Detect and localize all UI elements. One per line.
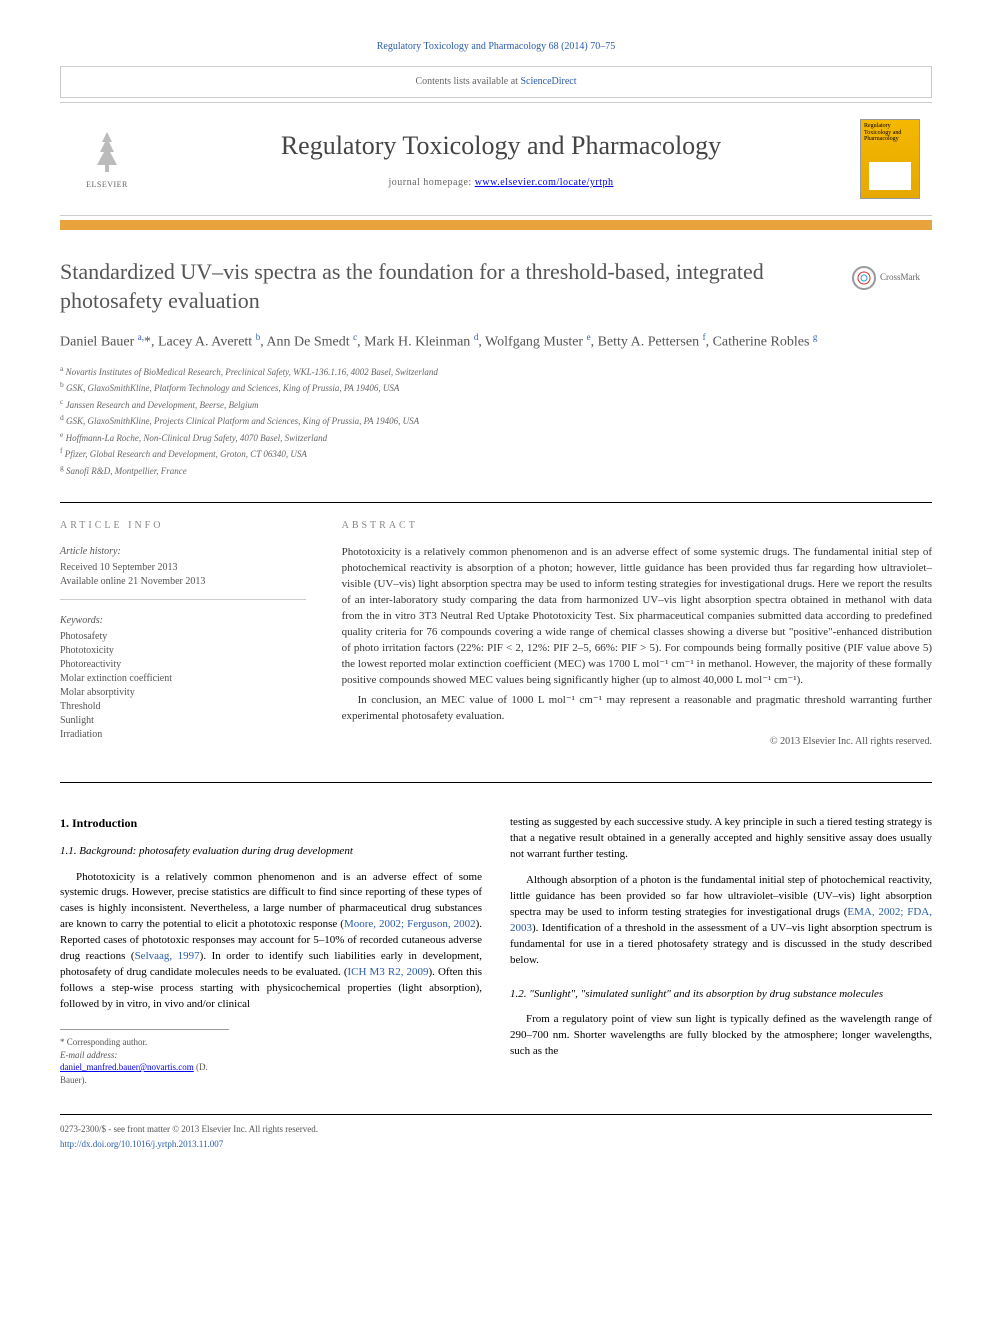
section-1-1-heading: 1.1. Background: photosafety evaluation …	[60, 844, 482, 859]
contents-banner: Contents lists available at ScienceDirec…	[60, 66, 932, 98]
affiliation: a Novartis Institutes of BioMedical Rese…	[60, 363, 932, 380]
affiliation: b GSK, GlaxoSmithKline, Platform Technol…	[60, 379, 932, 396]
doi-link[interactable]: http://dx.doi.org/10.1016/j.yrtph.2013.1…	[60, 1139, 223, 1149]
elsevier-tree-icon	[82, 127, 132, 177]
keyword: Sunlight	[60, 714, 306, 728]
crossmark-badge[interactable]: CrossMark	[852, 262, 932, 294]
keywords-block: Keywords: PhotosafetyPhototoxicityPhotor…	[60, 614, 306, 752]
article-info: ARTICLE INFO Article history: Received 1…	[60, 503, 322, 782]
body-p2: testing as suggested by each successive …	[510, 815, 932, 863]
abstract-copyright: © 2013 Elsevier Inc. All rights reserved…	[342, 735, 932, 749]
homepage-link[interactable]: www.elsevier.com/locate/yrtph	[475, 177, 614, 188]
contents-prefix: Contents lists available at	[415, 76, 520, 87]
cite-moore[interactable]: Moore, 2002; Ferguson, 2002	[344, 918, 476, 930]
keyword: Photoreactivity	[60, 658, 306, 672]
corresp-star: * Corresponding author.	[60, 1036, 229, 1049]
cite-selvaag[interactable]: Selvaag, 1997	[135, 950, 200, 962]
article-history-block: Article history: Received 10 September 2…	[60, 545, 306, 600]
cite-ich[interactable]: ICH M3 R2, 2009	[348, 966, 429, 978]
elsevier-logo: ELSEVIER	[72, 119, 142, 199]
homepage-label: journal homepage:	[388, 177, 474, 188]
corresp-email-line: E-mail address: daniel_manfred.bauer@nov…	[60, 1049, 229, 1087]
orange-divider	[60, 220, 932, 230]
section-1-heading: 1. Introduction	[60, 815, 482, 832]
history-label: Article history:	[60, 545, 306, 559]
corresp-email-link[interactable]: daniel_manfred.bauer@novartis.com	[60, 1062, 194, 1072]
keyword: Photosafety	[60, 630, 306, 644]
journal-cover-box	[869, 162, 911, 190]
keyword: Irradiation	[60, 728, 306, 742]
right-column: testing as suggested by each successive …	[510, 815, 932, 1086]
affiliation: f Pfizer, Global Research and Developmen…	[60, 445, 932, 462]
article-title: Standardized UV–vis spectra as the found…	[60, 258, 932, 315]
abstract-heading: ABSTRACT	[342, 519, 932, 533]
history-received: Received 10 September 2013	[60, 561, 306, 575]
sciencedirect-link[interactable]: ScienceDirect	[520, 76, 576, 87]
body-columns: 1. Introduction 1.1. Background: photosa…	[60, 815, 932, 1086]
header-citation: Regulatory Toxicology and Pharmacology 6…	[60, 40, 932, 54]
abstract: ABSTRACT Phototoxicity is a relatively c…	[322, 503, 932, 782]
keyword: Molar extinction coefficient	[60, 672, 306, 686]
journal-banner: ELSEVIER Regulatory Toxicology and Pharm…	[60, 102, 932, 216]
journal-title-block: Regulatory Toxicology and Pharmacology j…	[142, 128, 860, 190]
page-footer: 0273-2300/$ - see front matter © 2013 El…	[60, 1114, 932, 1150]
affiliations-list: a Novartis Institutes of BioMedical Rese…	[60, 363, 932, 479]
history-online: Available online 21 November 2013	[60, 575, 306, 589]
body-p3: Although absorption of a photon is the f…	[510, 873, 932, 969]
keyword: Phototoxicity	[60, 644, 306, 658]
journal-title: Regulatory Toxicology and Pharmacology	[142, 128, 860, 164]
abstract-text: Phototoxicity is a relatively common phe…	[342, 545, 932, 724]
left-column: 1. Introduction 1.1. Background: photosa…	[60, 815, 482, 1086]
keywords-label: Keywords:	[60, 614, 306, 628]
journal-homepage: journal homepage: www.elsevier.com/locat…	[142, 176, 860, 190]
journal-cover: Regulatory Toxicology and Pharmacology	[860, 119, 920, 199]
affiliation: g Sanofi R&D, Montpellier, France	[60, 462, 932, 479]
body-p4: From a regulatory point of view sun ligh…	[510, 1012, 932, 1060]
article-header: Standardized UV–vis spectra as the found…	[60, 258, 932, 478]
authors-list: Daniel Bauer a,*, Lacey A. Averett b, An…	[60, 331, 932, 353]
affiliation: e Hoffmann-La Roche, Non-Clinical Drug S…	[60, 429, 932, 446]
journal-cover-title: Regulatory Toxicology and Pharmacology	[861, 120, 919, 146]
footer-doi: http://dx.doi.org/10.1016/j.yrtph.2013.1…	[60, 1138, 932, 1151]
affiliation: d GSK, GlaxoSmithKline, Projects Clinica…	[60, 412, 932, 429]
info-abstract-row: ARTICLE INFO Article history: Received 1…	[60, 502, 932, 783]
crossmark-text: CrossMark	[880, 272, 920, 284]
article-title-text: Standardized UV–vis spectra as the found…	[60, 259, 764, 313]
crossmark-icon	[852, 266, 876, 290]
email-label: E-mail address:	[60, 1050, 117, 1060]
section-1-2-heading: 1.2. "Sunlight", "simulated sunlight" an…	[510, 987, 932, 1002]
keyword: Molar absorptivity	[60, 686, 306, 700]
article-info-heading: ARTICLE INFO	[60, 519, 306, 533]
keywords-list: PhotosafetyPhototoxicityPhotoreactivityM…	[60, 630, 306, 742]
affiliation: c Janssen Research and Development, Beer…	[60, 396, 932, 413]
keyword: Threshold	[60, 700, 306, 714]
abstract-p1: Phototoxicity is a relatively common phe…	[342, 545, 932, 688]
corresponding-author: * Corresponding author. E-mail address: …	[60, 1029, 229, 1086]
elsevier-text: ELSEVIER	[86, 179, 128, 190]
body-p1: Phototoxicity is a relatively common phe…	[60, 870, 482, 1013]
footer-copyright: 0273-2300/$ - see front matter © 2013 El…	[60, 1123, 932, 1136]
abstract-p2: In conclusion, an MEC value of 1000 L mo…	[342, 693, 932, 725]
